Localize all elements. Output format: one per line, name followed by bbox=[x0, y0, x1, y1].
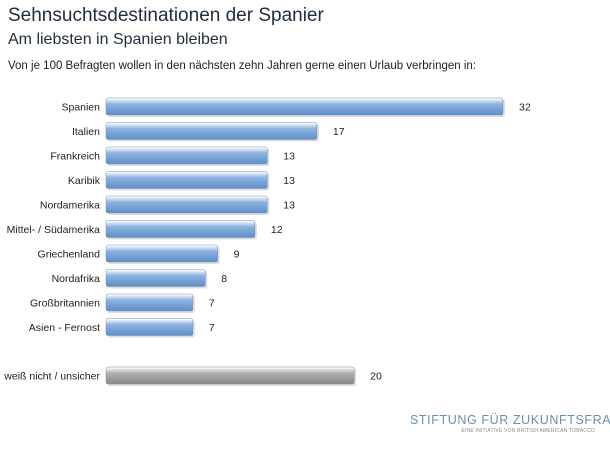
destination-category-label: Griechenland bbox=[38, 249, 101, 261]
destination-value-label: 8 bbox=[221, 273, 227, 285]
destination-bar bbox=[105, 171, 268, 189]
destination-category-label: Asien - Fernost bbox=[29, 322, 100, 334]
destination-bar bbox=[105, 269, 206, 287]
destination-value-label: 13 bbox=[283, 175, 295, 187]
destination-bar bbox=[105, 97, 504, 116]
destination-value-label: 9 bbox=[234, 249, 240, 261]
logo-tagline: EINE INITIATIVE VON BRITISH AMERICAN TOB… bbox=[461, 428, 595, 434]
destination-bar bbox=[105, 122, 318, 140]
destination-bar bbox=[105, 195, 268, 214]
destination-category-label: Mittel- / Südamerika bbox=[7, 224, 101, 236]
survey-question: Von je 100 Befragten wollen in den nächs… bbox=[8, 60, 476, 72]
destination-bar bbox=[105, 293, 194, 312]
destination-category-label: Frankreich bbox=[50, 151, 100, 163]
destination-bar bbox=[105, 146, 268, 165]
destination-value-label: 13 bbox=[283, 200, 295, 212]
destination-category-label: Nordafrika bbox=[52, 273, 101, 285]
logo-name: STIFTUNG FÜR ZUKUNFTSFRAGEN bbox=[410, 413, 610, 427]
destination-value-label: 12 bbox=[271, 224, 283, 236]
chart-subtitle: Am liebsten in Spanien bleiben bbox=[8, 31, 228, 48]
destination-category-label: Großbritannien bbox=[30, 298, 100, 310]
destination-value-label: 7 bbox=[209, 322, 215, 334]
destination-category-label: Spanien bbox=[61, 102, 100, 114]
chart-title: Sehnsuchtsdestinationen der Spanier bbox=[8, 5, 324, 26]
destination-bar bbox=[105, 244, 218, 263]
destination-value-label: 32 bbox=[519, 102, 531, 114]
destination-category-label: Italien bbox=[72, 126, 100, 138]
other-bar bbox=[105, 366, 355, 385]
destination-value-label: 13 bbox=[283, 151, 295, 163]
destination-bar bbox=[105, 318, 194, 336]
destination-value-label: 17 bbox=[333, 126, 345, 138]
other-category-label: weiß nicht / unsicher bbox=[3, 371, 100, 383]
destination-bar bbox=[105, 220, 256, 238]
destination-value-label: 7 bbox=[209, 298, 215, 310]
destination-category-label: Nordamerika bbox=[40, 200, 100, 212]
other-value-label: 20 bbox=[370, 371, 382, 383]
destination-category-label: Karibik bbox=[68, 175, 101, 187]
foundation-logo: STIFTUNG FÜR ZUKUNFTSFRAGEN EINE INITIAT… bbox=[410, 413, 610, 434]
